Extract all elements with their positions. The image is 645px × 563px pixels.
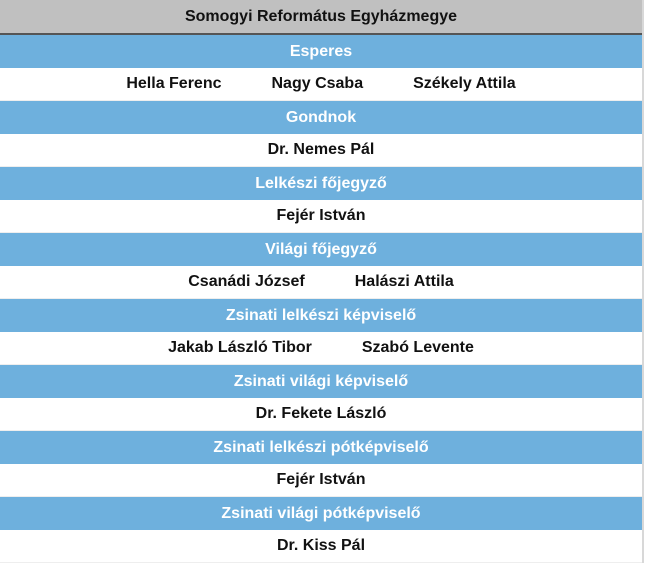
person-name: Dr. Kiss Pál <box>276 537 366 554</box>
names-row: Fejér István <box>0 464 642 497</box>
names-row: Fejér István <box>0 200 642 233</box>
names-row: Hella Ferenc Nagy Csaba Székely Attila <box>0 68 642 101</box>
names-row: Jakab László Tibor Szabó Levente <box>0 332 642 365</box>
role-header: Zsinati világi pótképviselő <box>0 497 642 530</box>
person-name: Jakab László Tibor <box>168 339 312 356</box>
person-name: Halászi Attila <box>354 273 454 290</box>
person-name: Csanádi József <box>188 273 305 290</box>
role-header: Zsinati lelkészi képviselő <box>0 299 642 332</box>
person-name: Szabó Levente <box>361 339 474 356</box>
person-name: Dr. Fekete László <box>255 405 387 422</box>
role-header: Zsinati világi képviselő <box>0 365 642 398</box>
role-header: Esperes <box>0 35 642 68</box>
role-header: Világi főjegyző <box>0 233 642 266</box>
names-row: Dr. Nemes Pál <box>0 134 642 167</box>
role-header: Lelkészi főjegyző <box>0 167 642 200</box>
names-row: Dr. Kiss Pál <box>0 530 642 563</box>
person-name: Nagy Csaba <box>271 75 364 92</box>
person-name: Fejér István <box>276 471 366 488</box>
person-name: Fejér István <box>276 207 366 224</box>
table-title: Somogyi Református Egyházmegye <box>0 0 642 35</box>
person-name: Székely Attila <box>413 75 516 92</box>
names-row: Dr. Fekete László <box>0 398 642 431</box>
names-row: Csanádi József Halászi Attila <box>0 266 642 299</box>
person-name: Dr. Nemes Pál <box>267 141 375 158</box>
role-header: Zsinati lelkészi pótképviselő <box>0 431 642 464</box>
table-body: Esperes Hella Ferenc Nagy Csaba Székely Att… <box>0 35 642 563</box>
role-header: Gondnok <box>0 101 642 134</box>
person-name: Hella Ferenc <box>126 75 222 92</box>
